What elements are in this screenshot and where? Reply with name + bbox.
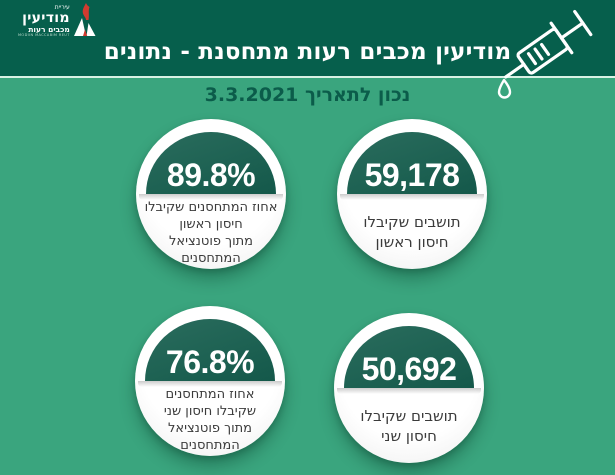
syringe-icon	[488, 4, 613, 123]
stat-label: תושבים שקיבלו חיסון שני	[334, 406, 484, 447]
as-of-date: נכון לתאריך 3.3.2021	[204, 84, 411, 106]
city-logo: עיריית מודיעין מכבים רעות MODIIN MACCABI…	[18, 3, 97, 43]
stat-value: 76.8%	[165, 344, 255, 380]
stat-label-line: אחוז המתחסנים שקיבלו	[144, 200, 278, 215]
stat-dome: 50,692	[337, 326, 481, 394]
stat-circle-first-dose-percent: 89.8% אחוז המתחסנים שקיבלו חיסון ראשון מ…	[136, 119, 286, 269]
logo-city-english: MODIIN MACCABIM REUT	[18, 32, 70, 37]
city-emblem-icon	[73, 3, 97, 43]
stat-dome: 76.8%	[138, 319, 282, 387]
header-band	[0, 0, 615, 76]
stat-label-line: תושבים שקיבלו	[363, 213, 461, 231]
logo-city-subname: מכבים רעות	[28, 24, 70, 34]
stat-label: אחוז המתחסנים שקיבלו חיסון ראשון מתוך פו…	[136, 200, 286, 268]
stat-value: 50,692	[361, 351, 457, 387]
stat-dome: 89.8%	[139, 132, 283, 200]
stat-label-line: המתחסנים	[181, 250, 241, 266]
stat-label-line: מתוך פוטנציאל	[168, 233, 254, 249]
stat-label-line: תושבים שקיבלו	[360, 407, 458, 425]
logo-city-name: מודיעין	[22, 10, 70, 27]
stat-circle-second-dose-percent: 76.8% אחוז המתחסנים שקיבלו חיסון שני מתו…	[135, 306, 285, 456]
stat-label-line: המתחסנים	[180, 437, 240, 453]
stat-circle-second-dose-count: 50,692 תושבים שקיבלו חיסון שני	[334, 313, 484, 463]
stat-label-line: מתוך פוטנציאל	[167, 420, 253, 436]
page-title: מודיעין מכבים רעות מתחסנת - נתונים	[103, 39, 512, 65]
logo-municipality-label: עיריית	[54, 4, 70, 11]
stat-circle-first-dose-count: 59,178 תושבים שקיבלו חיסון ראשון	[337, 119, 487, 269]
stat-label-line: שקיבלו חיסון שני	[163, 403, 257, 419]
city-logo-text: עיריית מודיעין מכבים רעות MODIIN MACCABI…	[18, 3, 70, 38]
stat-label-line: חיסון ראשון	[375, 233, 449, 252]
separator-line	[0, 76, 615, 78]
stat-label-line: חיסון שני	[381, 427, 437, 446]
stat-dome: 59,178	[340, 132, 484, 200]
stat-label: אחוז המתחסנים שקיבלו חיסון שני מתוך פוטנ…	[135, 387, 285, 455]
stat-value: 59,178	[364, 157, 460, 193]
stat-label-line: אחוז המתחסנים	[165, 387, 255, 402]
stat-label-line: חיסון ראשון	[179, 216, 243, 232]
stat-label: תושבים שקיבלו חיסון ראשון	[337, 212, 487, 253]
stat-value: 89.8%	[166, 157, 256, 193]
